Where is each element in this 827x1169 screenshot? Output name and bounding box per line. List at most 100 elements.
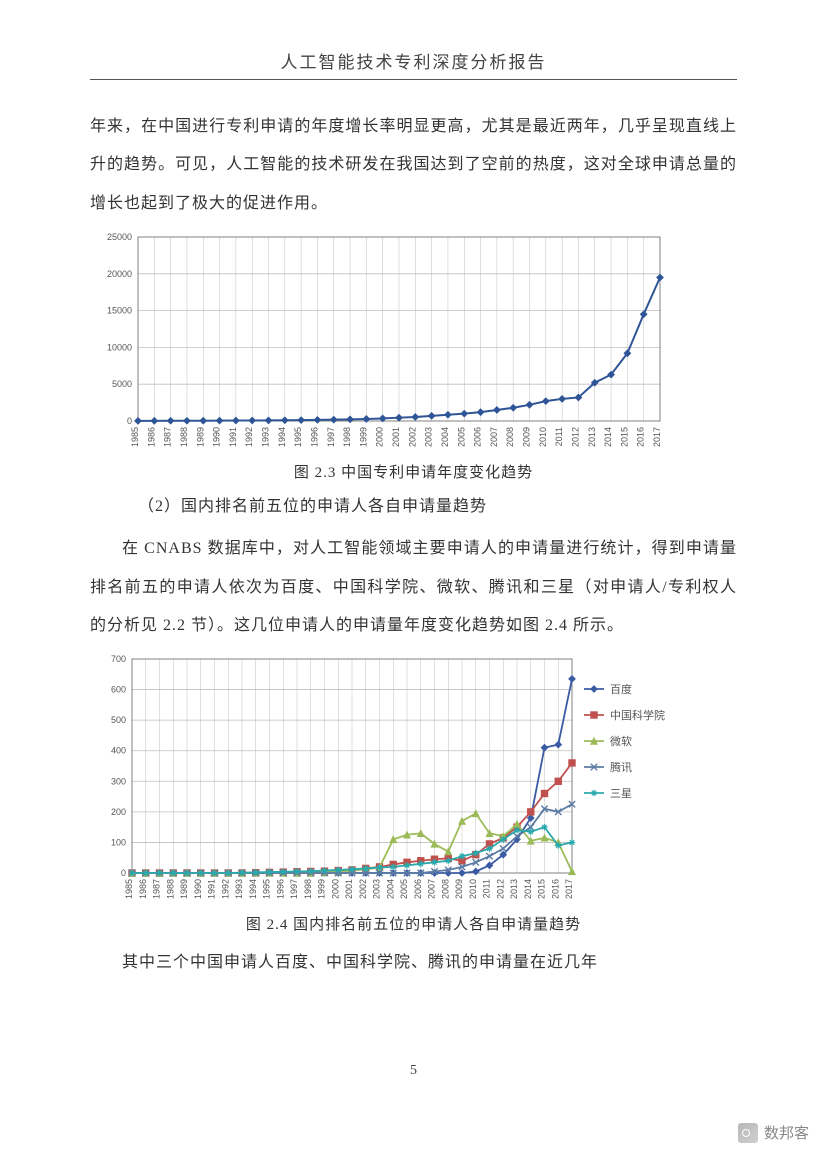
svg-text:5000: 5000 [112,379,132,389]
svg-text:2003: 2003 [424,427,434,447]
svg-text:1987: 1987 [163,427,173,447]
svg-text:300: 300 [111,777,126,787]
svg-text:2003: 2003 [372,879,382,899]
svg-text:1990: 1990 [212,427,222,447]
svg-text:2002: 2002 [407,427,417,447]
svg-text:2008: 2008 [440,879,450,899]
svg-text:2004: 2004 [385,879,395,899]
svg-text:2006: 2006 [413,879,423,899]
svg-text:1998: 1998 [342,427,352,447]
cnabs-label: CNABS [144,540,202,557]
svg-text:2006: 2006 [473,427,483,447]
svg-text:1994: 1994 [248,879,258,899]
svg-text:25000: 25000 [107,232,132,242]
svg-text:2013: 2013 [587,427,597,447]
svg-text:1994: 1994 [277,427,287,447]
svg-text:2014: 2014 [603,427,613,447]
svg-text:1993: 1993 [261,427,271,447]
svg-text:1987: 1987 [152,879,162,899]
svg-text:700: 700 [111,654,126,664]
svg-text:1999: 1999 [358,427,368,447]
svg-text:2013: 2013 [509,879,519,899]
svg-text:20000: 20000 [107,269,132,279]
svg-text:2016: 2016 [636,427,646,447]
svg-text:三星: 三星 [610,787,632,800]
svg-text:2002: 2002 [358,879,368,899]
svg-text:百度: 百度 [610,682,632,696]
svg-text:2007: 2007 [489,427,499,447]
svg-text:100: 100 [111,838,126,848]
svg-text:1996: 1996 [309,427,319,447]
svg-text:2008: 2008 [505,427,515,447]
paragraph-1: 年来，在中国进行专利申请的年度增长率明显更高，尤其是最近两年，几乎呈现直线上升的… [90,108,737,223]
paragraph-2: 在 CNABS 数据库中，对人工智能领域主要申请人的申请量进行统计，得到申请量排… [90,530,737,645]
svg-text:2017: 2017 [564,879,574,899]
page-number: 5 [0,1063,827,1079]
svg-text:2016: 2016 [550,879,560,899]
svg-text:2015: 2015 [619,427,629,447]
svg-text:15000: 15000 [107,306,132,316]
svg-text:2014: 2014 [523,879,533,899]
svg-text:2015: 2015 [537,879,547,899]
svg-text:2005: 2005 [399,879,409,899]
svg-text:2001: 2001 [344,879,354,899]
svg-text:1997: 1997 [326,427,336,447]
svg-text:2009: 2009 [522,427,532,447]
svg-text:600: 600 [111,685,126,695]
svg-text:1998: 1998 [303,879,313,899]
svg-text:2017: 2017 [652,427,662,447]
svg-text:中国科学院: 中国科学院 [610,708,665,722]
svg-text:0: 0 [121,868,126,878]
svg-text:1988: 1988 [165,879,175,899]
svg-text:1989: 1989 [195,427,205,447]
svg-text:1997: 1997 [289,879,299,899]
chart-2-3: 0 5000 10000 15000 20000 25000 1985 1986 1987 198… [90,229,737,459]
svg-text:2004: 2004 [440,427,450,447]
svg-text:微软: 微软 [610,734,632,748]
subsection-heading: （2）国内排名前五位的申请人各自申请量趋势 [90,492,737,516]
chart-2-3-caption: 图 2.3 中国专利申请年度变化趋势 [90,461,737,482]
svg-text:2011: 2011 [482,879,492,898]
svg-text:2012: 2012 [570,427,580,447]
svg-text:2012: 2012 [495,879,505,899]
page-header-title: 人工智能技术专利深度分析报告 [90,48,737,80]
svg-text:1992: 1992 [244,427,254,447]
svg-text:2010: 2010 [538,427,548,447]
svg-text:1999: 1999 [317,879,327,899]
svg-text:1991: 1991 [207,879,217,899]
svg-text:1989: 1989 [179,879,189,899]
svg-text:400: 400 [111,746,126,756]
wechat-icon [738,1123,758,1143]
paragraph-3: 其中三个中国申请人百度、中国科学院、腾讯的申请量在近几年 [90,944,737,982]
svg-text:腾讯: 腾讯 [610,760,632,774]
svg-text:10000: 10000 [107,343,132,353]
svg-text:1988: 1988 [179,427,189,447]
svg-text:1995: 1995 [262,879,272,899]
svg-text:1995: 1995 [293,427,303,447]
svg-text:2010: 2010 [468,879,478,899]
svg-text:1985: 1985 [124,879,134,899]
svg-text:1991: 1991 [228,427,238,447]
svg-text:2005: 2005 [456,427,466,447]
svg-text:1986: 1986 [146,427,156,447]
svg-text:1990: 1990 [193,879,203,899]
svg-text:2000: 2000 [375,427,385,447]
chart-2-4-caption: 图 2.4 国内排名前五位的申请人各自申请量趋势 [90,913,737,934]
svg-text:2001: 2001 [391,427,401,447]
svg-text:1986: 1986 [138,879,148,899]
svg-text:2011: 2011 [554,427,564,446]
watermark: 数邦客 [738,1122,809,1143]
svg-text:200: 200 [111,807,126,817]
svg-text:0: 0 [127,416,132,426]
chart-2-4-svg: 0 100 200 300 400 500 600 700 1985 1986 19871988 19… [90,651,670,911]
svg-text:2009: 2009 [454,879,464,899]
svg-text:1985: 1985 [130,427,140,447]
svg-text:1993: 1993 [234,879,244,899]
chart-2-4: 0 100 200 300 400 500 600 700 1985 1986 19871988 19… [90,651,737,911]
svg-text:1992: 1992 [220,879,230,899]
svg-text:1996: 1996 [275,879,285,899]
svg-text:2000: 2000 [330,879,340,899]
svg-text:2007: 2007 [427,879,437,899]
svg-text:500: 500 [111,715,126,725]
para2-part-a: 在 [122,540,144,557]
